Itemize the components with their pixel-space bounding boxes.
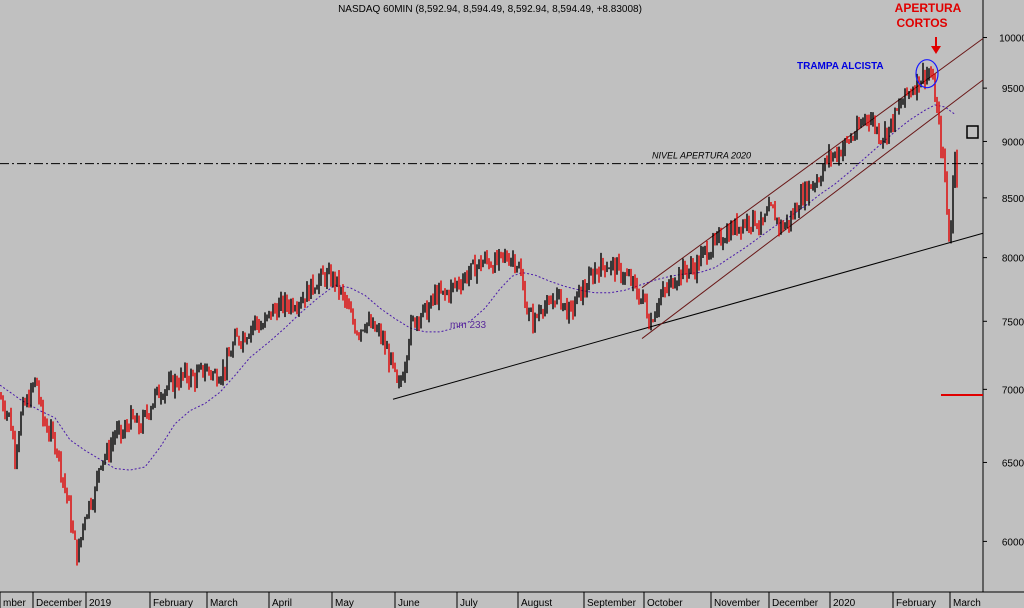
y-tick-label: 8000 — [1002, 254, 1024, 265]
trampa-circle — [915, 59, 939, 89]
chart-title: NASDAQ 60MIN (8,592.94, 8,594.49, 8,592.… — [338, 4, 642, 15]
x-tick-label: July — [460, 598, 478, 608]
x-tick-label: 2020 — [833, 598, 856, 608]
x-tick-label: June — [398, 598, 420, 608]
y-tick-label: 8500 — [1002, 194, 1024, 205]
x-tick-label: May — [335, 598, 354, 608]
y-tick-label: 9000 — [1002, 137, 1024, 148]
marker-square — [966, 125, 979, 139]
y-tick-label: 6000 — [1002, 537, 1024, 548]
y-tick-label: 7500 — [1002, 317, 1024, 328]
trendline-channel-upper — [641, 38, 984, 289]
x-tick-label: December — [36, 598, 83, 608]
y-tick-label: 9500 — [1002, 84, 1024, 95]
ma233-label: mm 233 — [450, 320, 487, 331]
x-tick-label: September — [587, 598, 637, 608]
y-tick-label: 10000 — [999, 34, 1024, 45]
ma233-line — [0, 104, 956, 471]
x-tick-label: April — [272, 598, 292, 608]
x-tick-label: October — [647, 598, 683, 608]
x-tick-label: December — [772, 598, 819, 608]
x-tick-label: February — [896, 598, 936, 608]
y-tick-label: 6500 — [1002, 458, 1024, 469]
y-tick-label: 7000 — [1002, 385, 1024, 396]
trendline-channel-lower — [641, 79, 984, 339]
x-tick-label: February — [153, 598, 193, 608]
x-tick-label: November — [714, 598, 761, 608]
x-tick-label: 2019 — [89, 598, 112, 608]
apertura-arrow-head — [931, 46, 941, 54]
x-tick-label: mber — [3, 598, 26, 608]
trendline-long-support — [392, 232, 984, 400]
x-tick-label: August — [521, 598, 552, 608]
x-tick-label: March — [953, 598, 981, 608]
apertura-cortos-label-2: CORTOS — [896, 16, 947, 30]
apertura-cortos-label-1: APERTURA — [895, 1, 962, 15]
nivel-apertura-label: NIVEL APERTURA 2020 — [652, 151, 751, 161]
trampa-alcista-label: TRAMPA ALCISTA — [797, 61, 884, 72]
x-tick-label: March — [210, 598, 238, 608]
